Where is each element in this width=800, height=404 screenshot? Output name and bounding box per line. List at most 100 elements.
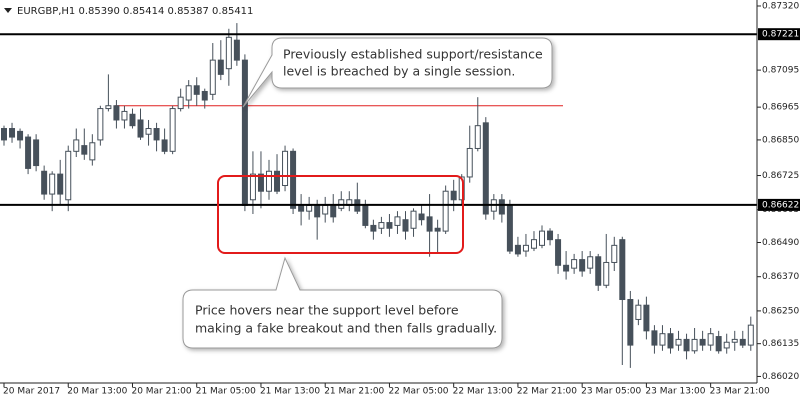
candle-body — [482, 122, 489, 215]
candle-body — [161, 139, 168, 152]
candle-body — [17, 130, 24, 141]
candle-body — [699, 338, 706, 346]
candle-body — [153, 128, 160, 141]
candle-body — [474, 125, 481, 149]
candle-body — [426, 216, 433, 232]
candle-body — [89, 142, 96, 161]
candle-body — [370, 224, 377, 232]
candle-body — [659, 333, 666, 346]
candle-body — [282, 150, 289, 187]
candle-body — [249, 173, 256, 201]
candle-body — [747, 324, 754, 346]
candle-body — [209, 59, 216, 95]
callout-2 — [182, 256, 503, 349]
candle-body — [41, 170, 48, 195]
candle-body — [185, 85, 192, 101]
candle-body — [265, 170, 272, 192]
candle-body — [522, 244, 529, 252]
candle-body — [458, 176, 465, 201]
candle-body — [9, 128, 16, 138]
candle-body — [739, 338, 746, 346]
x-tick-label: 23 Mar 13:00 — [645, 387, 705, 397]
candle-body — [306, 204, 313, 212]
candle-body — [603, 261, 610, 286]
candle-body — [314, 204, 321, 218]
callout-text: Previously established support/resistanc… — [283, 47, 543, 62]
y-tick-label: 0.86020 — [762, 372, 799, 382]
y-tick-label: 0.87320 — [762, 1, 799, 11]
candle-body — [410, 210, 417, 229]
candle-body — [274, 170, 281, 192]
candle-body — [506, 204, 513, 252]
candle-body — [121, 110, 128, 121]
candle-body — [667, 333, 674, 349]
candle-body — [611, 244, 618, 263]
candle-body — [217, 59, 224, 75]
candle-body — [619, 239, 626, 301]
candle-body — [683, 338, 690, 352]
callout-1 — [242, 37, 553, 108]
candle-body — [386, 222, 393, 229]
candle-body — [643, 304, 650, 332]
x-tick-label: 21 Mar 13:00 — [260, 387, 320, 397]
candle-body — [193, 85, 200, 95]
candle-body — [233, 39, 240, 61]
candle-body — [579, 259, 586, 272]
candle-body — [145, 128, 152, 135]
candle-body — [651, 330, 658, 346]
callout-text: Price hovers near the support level befo… — [195, 303, 459, 318]
candle-body — [137, 119, 144, 138]
candle-body — [450, 190, 457, 201]
candle-body — [691, 338, 698, 352]
candle-body — [627, 299, 634, 346]
candle-body — [514, 244, 521, 255]
candle-body — [587, 256, 594, 269]
candle-body — [225, 36, 232, 70]
candle-body — [547, 230, 554, 241]
x-tick-label: 20 Mar 2017 — [3, 387, 60, 397]
x-tick-label: 22 Mar 13:00 — [453, 387, 513, 397]
candle-body — [241, 59, 248, 206]
candle-body — [707, 333, 714, 346]
x-tick-label: 20 Mar 21:00 — [131, 387, 191, 397]
candle-body — [49, 173, 56, 195]
x-tick-label: 21 Mar 21:00 — [324, 387, 384, 397]
candle-body — [723, 341, 730, 349]
candle-body — [498, 199, 505, 215]
candle-body — [442, 190, 449, 232]
candle-body — [555, 239, 562, 266]
candle-body — [298, 204, 305, 212]
candle-body — [65, 150, 72, 201]
candle-body — [257, 173, 264, 192]
symbol-header: EURGBP,H1 0.85390 0.85414 0.85387 0.8541… — [17, 6, 253, 17]
x-tick-label: 21 Mar 05:00 — [196, 387, 256, 397]
candle-body — [563, 264, 570, 272]
candle-body — [177, 96, 184, 110]
candle-body — [290, 150, 297, 209]
candle-body — [731, 338, 738, 343]
y-tick-label: 0.86135 — [762, 339, 799, 349]
level-label-bg — [758, 198, 800, 211]
candle-body — [169, 108, 176, 152]
candle-body — [25, 136, 32, 169]
candle-body — [97, 108, 104, 141]
x-tick-label: 22 Mar 05:00 — [388, 387, 448, 397]
x-tick-label: 23 Mar 21:00 — [710, 387, 770, 397]
candle-body — [539, 230, 546, 246]
y-tick-label: 0.86965 — [762, 103, 799, 113]
menu-triangle[interactable] — [4, 8, 12, 13]
candle-body — [715, 336, 722, 352]
candle-body — [105, 105, 112, 110]
y-tick-label: 0.86250 — [762, 306, 799, 316]
candle-body — [635, 304, 642, 320]
candle-body — [57, 173, 64, 195]
candle-body — [33, 139, 40, 167]
candle-body — [402, 219, 409, 232]
y-tick-label: 0.86490 — [762, 238, 799, 248]
candle-body — [201, 90, 208, 101]
candle-body — [129, 113, 136, 127]
x-tick-label: 22 Mar 21:00 — [517, 387, 577, 397]
y-tick-label: 0.86370 — [762, 272, 799, 282]
